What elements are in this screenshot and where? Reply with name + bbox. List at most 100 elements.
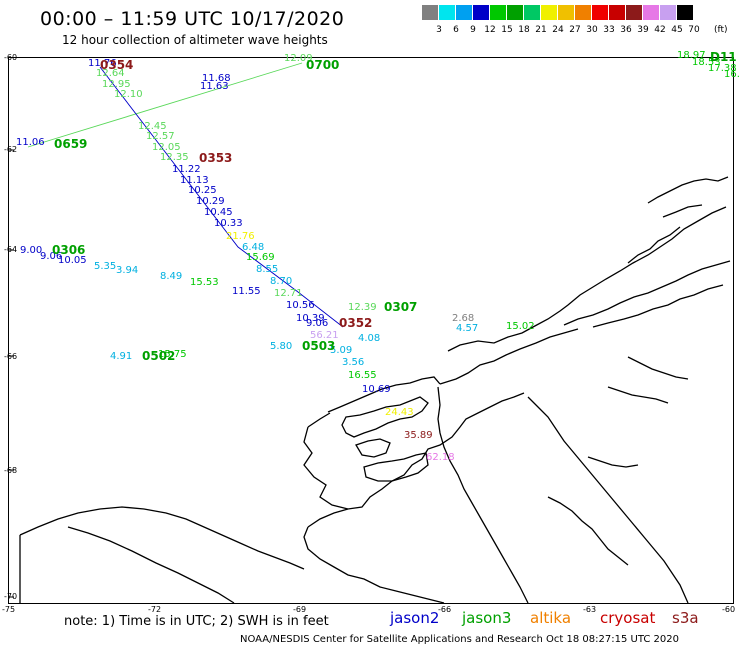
swh-label: 16.21: [724, 69, 740, 80]
swh-label: 10.29: [196, 196, 225, 207]
legend-swatch-21: [524, 5, 541, 20]
swh-label: 21.76: [226, 231, 255, 242]
swh-label: 9.06: [40, 251, 63, 262]
legend-label: 45: [671, 25, 683, 35]
swh-label: 11.68: [202, 73, 231, 84]
lat-label: -60: [4, 53, 18, 62]
legend-swatch-18: [507, 5, 524, 20]
lon-label: -63: [583, 605, 597, 614]
legend-label: 70: [688, 25, 700, 35]
swh-label: 12.39: [348, 302, 377, 313]
legend-label: 6: [453, 25, 459, 35]
swh-label: 8.70: [270, 276, 293, 287]
legend-label: 42: [654, 25, 666, 35]
swh-label: 10.45: [204, 207, 233, 218]
pass-time-label: 0352: [339, 316, 373, 330]
swh-label: 5.35: [94, 261, 117, 272]
legend-label: 24: [552, 25, 564, 35]
legend-label: 18: [518, 25, 530, 35]
swh-label: 9.00: [20, 245, 43, 256]
pass-time-label: 0306: [52, 243, 86, 257]
swh-label: 4.91: [110, 351, 133, 362]
swh-label: 15.02: [506, 321, 535, 332]
legend-swatch-27: [558, 5, 575, 20]
swh-label: 2.68: [452, 313, 475, 324]
lon-label: -75: [2, 605, 16, 614]
legend-label: 15: [501, 25, 513, 35]
swh-label: 16.55: [348, 370, 377, 381]
credit-line: NOAA/NESDIS Center for Satellite Applica…: [240, 634, 679, 645]
swh-label: 12.09: [284, 53, 313, 64]
swh-label: 11.76: [88, 58, 117, 69]
map-frame: [8, 57, 734, 604]
lon-label: -69: [293, 605, 307, 614]
legend-swatch-15: [490, 5, 507, 20]
legend-cryosat: cryosat: [600, 609, 656, 627]
swh-label: 10.56: [286, 300, 315, 311]
lat-label: -64: [4, 245, 18, 254]
legend-swatch-6: [439, 5, 456, 20]
legend-jason3: jason3: [462, 609, 512, 627]
legend-label: 36: [620, 25, 632, 35]
lon-label: -66: [438, 605, 452, 614]
legend-swatch-3: [422, 5, 439, 20]
legend-jason2: jason2: [390, 609, 440, 627]
swh-label: 5.09: [330, 345, 353, 356]
pass-time-label: 0502: [142, 349, 176, 363]
legend-label: 27: [569, 25, 581, 35]
swh-label: 17.38: [708, 63, 737, 74]
swh-label: 15.69: [246, 252, 275, 263]
swh-label: 35.89: [404, 430, 433, 441]
legend-swatch-42: [643, 5, 660, 20]
swh-label: 3.56: [342, 357, 365, 368]
pass-time-label: 0353: [199, 151, 233, 165]
swh-label: 12.95: [102, 79, 131, 90]
swh-label: 6.48: [242, 242, 265, 253]
swh-label: 18.53: [692, 57, 721, 68]
pass-time-label: 0354: [100, 58, 134, 72]
swh-label: 12.35: [160, 152, 189, 163]
legend-s3a: s3a: [672, 609, 699, 627]
swh-label: 8.49: [160, 271, 183, 282]
pass-time-label: 0700: [306, 58, 340, 72]
legend-swatch-36: [609, 5, 626, 20]
swh-label: 62.18: [426, 452, 455, 463]
swh-label: 4.08: [358, 333, 381, 344]
swh-label: 12.45: [138, 121, 167, 132]
legend-label: 33: [603, 25, 615, 35]
map-title: 00:00 – 11:59 UTC 10/17/2020: [40, 8, 345, 30]
map-subtitle: 12 hour collection of altimeter wave hei…: [62, 33, 328, 47]
swh-label: 15.75: [158, 349, 187, 360]
legend-label: 39: [637, 25, 649, 35]
swh-label: 12.10: [114, 89, 143, 100]
swh-label: 11.63: [200, 81, 229, 92]
swh-label: 11.55: [232, 286, 261, 297]
swh-label: 9.06: [306, 318, 329, 329]
pass-time-label: 0503: [302, 339, 336, 353]
legend-swatch-70: [677, 5, 694, 20]
swh-label: 12.64: [96, 68, 125, 79]
lat-label: -68: [4, 466, 18, 475]
swh-label: 11.13: [180, 175, 209, 186]
legend-label: 21: [535, 25, 547, 35]
legend-label: 9: [470, 25, 476, 35]
legend-swatch-45: [660, 5, 677, 20]
swh-label: 5.80: [270, 341, 293, 352]
swh-label: 8.55: [256, 264, 279, 275]
legend-swatch-30: [575, 5, 592, 20]
swh-label: 3.94: [116, 265, 139, 276]
pass-time-label: 0659: [54, 137, 88, 151]
legend-swatch-12: [473, 5, 490, 20]
lon-label: -60: [722, 605, 736, 614]
lat-label: -62: [4, 145, 18, 154]
jason2-track: [99, 66, 344, 328]
pass-time-label: D11: [710, 50, 737, 64]
legend-swatch-9: [456, 5, 473, 20]
map-panel[interactable]: [8, 57, 734, 604]
swh-label: 11.06: [16, 137, 45, 148]
swh-label: 12.71: [274, 288, 303, 299]
swh-label: 10.33: [214, 218, 243, 229]
lat-label: -70: [4, 592, 18, 601]
swh-label: 4.57: [456, 323, 479, 334]
legend-swatch-24: [541, 5, 558, 20]
